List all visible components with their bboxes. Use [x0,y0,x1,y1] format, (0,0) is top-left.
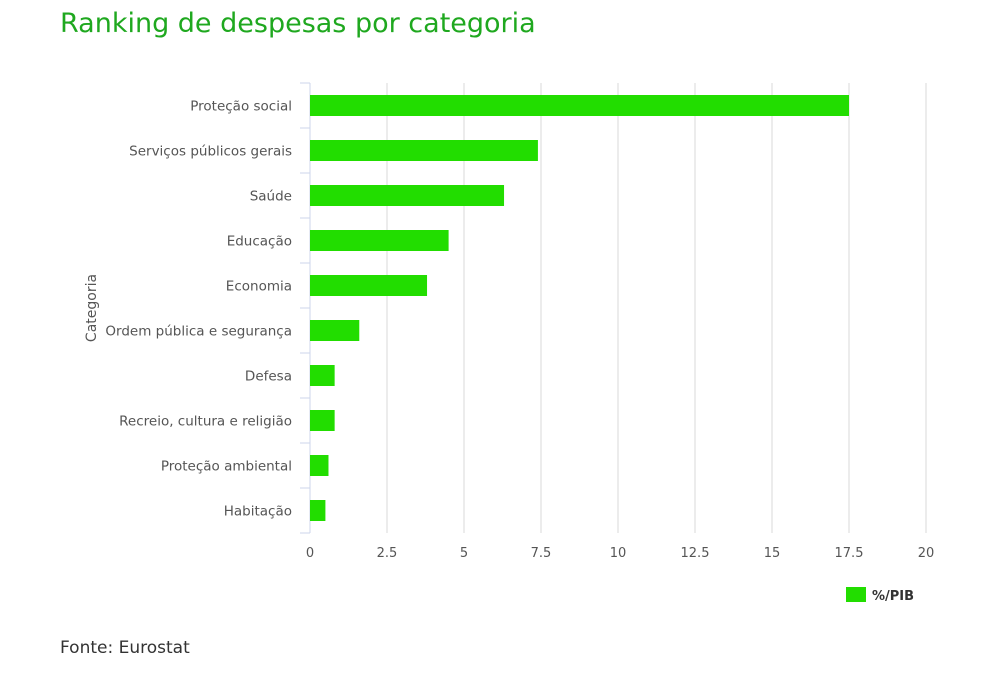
chart-title: Ranking de despesas por categoria [60,8,536,39]
x-tick-label: 12.5 [681,546,710,561]
legend[interactable]: %/PIB [846,587,914,604]
y-axis-title: Categoria [84,274,100,342]
bar[interactable] [310,320,360,341]
category-label: Saúde [250,189,292,205]
x-tick-label: 0 [306,546,314,561]
value-tick-labels: 0 2.5 5 7.5 10 12.5 15 17.5 20 [306,546,934,561]
bar[interactable] [310,365,335,386]
category-label: Serviços públicos gerais [129,144,292,160]
category-label: Proteção ambiental [161,459,292,475]
category-label: Proteção social [190,99,292,115]
bar[interactable] [310,455,329,476]
x-tick-label: 15 [764,546,781,561]
x-tick-label: 5 [460,546,468,561]
bar[interactable] [310,410,335,431]
bar[interactable] [310,500,326,521]
source-note: Fonte: Eurostat [60,638,190,658]
x-tick-label: 17.5 [835,546,864,561]
category-label: Habitação [224,504,292,520]
category-label: Defesa [245,369,292,385]
x-tick-label: 7.5 [531,546,552,561]
category-label: Economia [226,279,292,295]
category-labels: Proteção social Serviços públicos gerais S… [105,99,292,520]
category-label: Recreio, cultura e religião [119,414,292,430]
x-tick-label: 2.5 [377,546,398,561]
x-tick-label: 20 [918,546,935,561]
category-label: Educação [227,234,292,250]
x-tick-label: 10 [610,546,627,561]
legend-label[interactable]: %/PIB [872,589,914,604]
bar[interactable] [310,275,428,296]
bar[interactable] [310,140,538,161]
bars [310,95,849,521]
bar[interactable] [310,185,505,206]
bar[interactable] [310,230,449,251]
legend-swatch[interactable] [846,587,866,602]
bar[interactable] [310,95,849,116]
category-axis [300,82,311,534]
category-label: Ordem pública e segurança [105,324,292,340]
